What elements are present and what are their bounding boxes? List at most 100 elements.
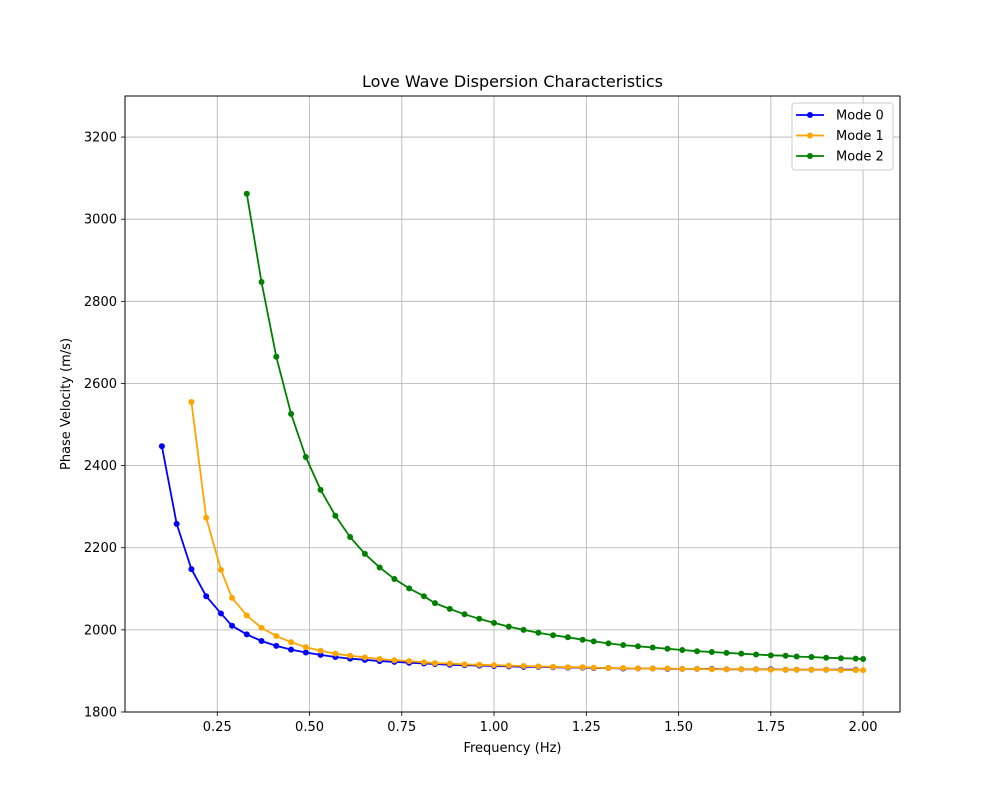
data-point [767,652,774,659]
data-point [837,667,844,674]
legend-item: Mode 1 [796,129,884,144]
data-point [361,550,368,557]
series-layer [158,190,867,674]
data-point [461,661,468,668]
data-point [738,650,745,657]
data-point [317,486,324,493]
data-point [203,593,210,600]
data-point [738,666,745,673]
data-point [782,666,789,673]
plot-frame [124,95,901,713]
data-point [767,666,774,673]
legend-swatch-marker [807,153,813,159]
data-point [476,661,483,668]
x-tick-label: 1.25 [572,720,601,735]
axis-ticks: 0.25 0.50 0.75 1.00 1.25 1.50 1.75 2.00 1800 2000… [84,131,878,735]
data-point [505,623,512,630]
data-point [664,645,671,652]
data-point [188,398,195,405]
data-point [243,612,250,619]
data-point [634,665,641,672]
data-point [288,646,295,653]
data-point [793,653,800,660]
data-point [188,566,195,573]
data-point [620,642,627,649]
legend: Mode 0 Mode 1 Mode 2 [791,102,894,171]
data-point [243,631,250,638]
data-point [347,534,354,541]
data-point [302,649,309,656]
data-point [605,665,612,672]
data-point [420,659,427,666]
data-point [708,666,715,673]
data-point [302,644,309,651]
data-point [823,666,830,673]
data-point [376,656,383,663]
data-point [579,664,586,671]
data-point [550,663,557,670]
data-point [273,633,280,640]
data-point [432,660,438,667]
x-tick-label: 0.75 [387,720,416,735]
data-point [203,514,210,521]
legend-item: Mode 0 [796,109,884,124]
data-point [302,453,309,460]
data-point [461,611,468,618]
data-point [708,649,715,656]
data-point [753,666,760,673]
series-1 [188,398,867,674]
legend-item: Mode 2 [796,150,884,165]
data-point [808,666,815,673]
data-point [406,585,413,592]
x-tick-label: 1.75 [756,720,785,735]
data-point [173,520,180,527]
data-point [550,632,557,639]
data-point [564,634,571,641]
y-tick-label: 2600 [84,377,117,392]
legend-label: Mode 2 [836,150,884,165]
data-point [391,657,398,664]
y-tick-label: 2000 [84,623,117,638]
data-point [217,610,224,617]
data-point [505,662,512,669]
y-tick-label: 2800 [84,295,117,310]
data-point [590,664,597,671]
data-point [406,658,413,665]
data-point [579,636,586,643]
data-point [258,279,265,286]
data-point [317,651,324,658]
data-point [332,650,339,657]
y-axis-label: Phase Velocity (m/s) [59,338,74,470]
x-tick-label: 1.50 [664,720,693,735]
data-point [605,640,612,647]
data-point [158,443,165,450]
y-tick-label: 1800 [84,706,117,721]
data-point [420,593,427,600]
y-tick-label: 3000 [84,213,117,228]
data-point [860,656,867,663]
data-point [694,648,701,655]
data-point [564,664,571,671]
x-tick-label: 0.25 [203,720,232,735]
data-point [694,665,701,672]
data-point [793,666,800,673]
x-tick-label: 2.00 [849,720,878,735]
data-point [243,190,250,197]
data-point [723,649,730,656]
data-point [432,600,438,607]
data-point [837,655,844,662]
data-point [852,655,859,662]
data-point [229,594,236,601]
data-point [679,646,686,653]
data-point [535,663,542,670]
legend-swatch-marker [807,112,813,118]
series-2 [243,190,867,663]
data-point [361,654,368,661]
legend-swatch-marker [807,132,813,139]
data-point [376,564,383,571]
data-point [520,663,527,670]
data-point [229,622,236,629]
data-point [332,512,339,519]
data-point [590,638,597,645]
